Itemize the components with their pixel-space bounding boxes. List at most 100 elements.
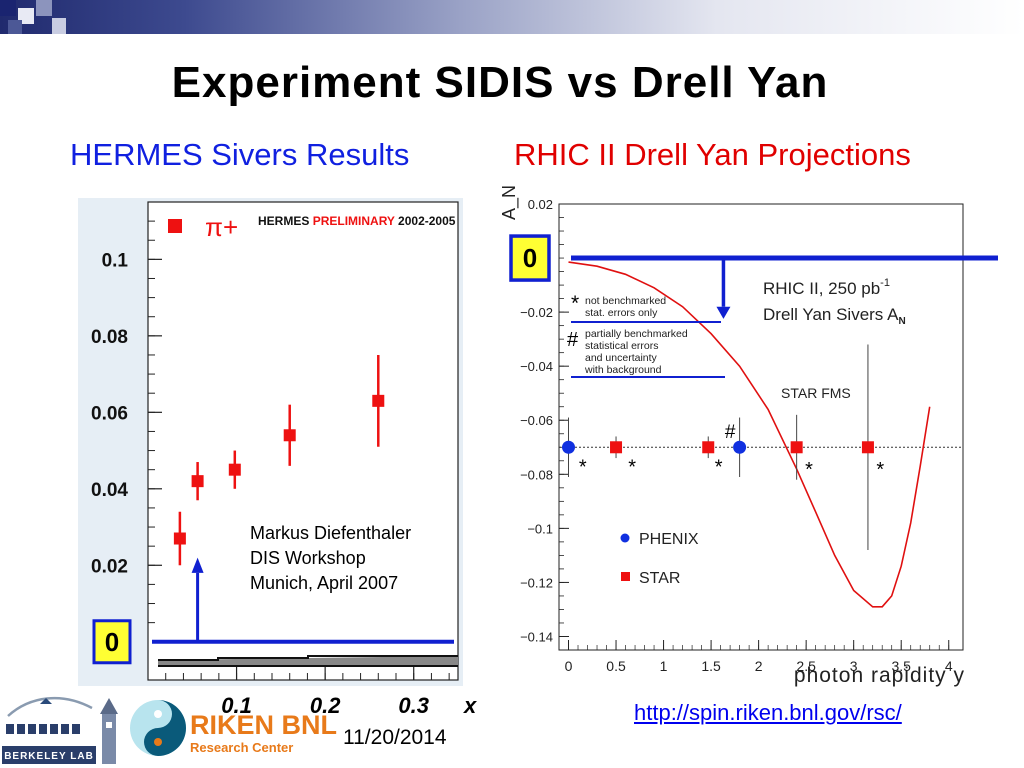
- rhic-heading: RHIC II Drell Yan Projections: [514, 137, 911, 172]
- annotation-line: Munich, April 2007: [250, 573, 398, 593]
- note-line: stat. errors only: [585, 307, 658, 319]
- star-point: [861, 441, 874, 454]
- x-tick-label: 0.3: [398, 693, 429, 718]
- rhic-marks: * * * * *#: [579, 422, 885, 481]
- phenix-point: [733, 440, 747, 454]
- deco-square: [18, 8, 34, 24]
- x-tick-label: 1: [660, 658, 668, 674]
- legend-phenix: PHENIX: [639, 531, 699, 548]
- arrow-head: [716, 306, 731, 319]
- y-tick-label: −0.08: [520, 467, 553, 482]
- hermes-points: [173, 354, 385, 566]
- x-tick-label: 2: [755, 658, 763, 674]
- zero-label: 0: [105, 627, 119, 657]
- berkeley-ticks: [6, 724, 80, 734]
- deco-square: [36, 0, 52, 16]
- rhic-background: [493, 186, 1013, 698]
- y-tick-label: −0.02: [520, 305, 553, 320]
- star-point: [610, 441, 623, 454]
- y-tick-label: 0.04: [91, 480, 128, 501]
- annotation-line: Markus Diefenthaler: [250, 523, 411, 543]
- sivers-curve: [568, 261, 931, 608]
- legend-star: STAR: [639, 570, 680, 587]
- rhic-y-axis: 0.02 −0.02 −0.04 −0.06 −0.08 −0.1 −0.12 −0.14: [520, 197, 569, 644]
- hermes-x-axis: [165, 666, 450, 680]
- rhic-y-axis-title: A_N: [499, 186, 520, 220]
- y-tick-label: 0.08: [91, 327, 128, 348]
- footer-logos: BERKELEY LAB RIKEN BNL Research Center: [2, 696, 337, 764]
- star-point: [790, 441, 803, 454]
- y-tick-label: 0.02: [91, 556, 128, 577]
- header-band: [0, 0, 1024, 34]
- rhic-x-axis: 0 0.5 1 1.5 2 2.5 3 3.5 4: [565, 640, 953, 674]
- note-line: statistical errors: [585, 340, 659, 352]
- y-tick-label: 0.02: [528, 197, 553, 212]
- y-tick-label: −0.12: [520, 575, 553, 590]
- deco-square: [8, 20, 22, 34]
- asterisk-mark: *: [628, 456, 636, 478]
- rhic-label-line2: Drell Yan Sivers AN: [763, 305, 906, 327]
- riken-logo: RIKEN BNL Research Center: [130, 700, 337, 756]
- legend-marker-phenix: [620, 533, 630, 543]
- asterisk-mark: *: [579, 456, 587, 478]
- y-tick-label: −0.1: [527, 521, 553, 536]
- note-line: with background: [584, 364, 662, 376]
- campanile-icon: [100, 698, 118, 764]
- berkeley-arc: [7, 696, 93, 717]
- data-point: [228, 463, 241, 476]
- berkeley-lab-logo: BERKELEY LAB: [2, 696, 96, 764]
- asterisk-mark: *: [805, 459, 813, 481]
- hermes-chart: 0.02 0.04 0.06 0.08 0.1 π+ HERMES PRELIMINAR…: [78, 198, 463, 686]
- x-tick-label: 2.5: [796, 658, 816, 674]
- y-tick-label: −0.14: [520, 629, 553, 644]
- rhic-plot-frame: [558, 203, 964, 651]
- deco-square: [52, 18, 66, 34]
- x-tick-label: 3: [850, 658, 858, 674]
- berkeley-text: BERKELEY LAB: [4, 751, 94, 762]
- legend-pi: π+: [205, 212, 238, 242]
- hermes-heading: HERMES Sivers Results: [70, 137, 410, 172]
- hermes-x-labels: 0.1 0.2 0.3 x: [221, 693, 477, 718]
- phenix-point: [562, 440, 576, 454]
- berkeley-plate: [2, 746, 96, 764]
- data-point: [191, 475, 204, 488]
- slide-title: Experiment SIDIS vs Drell Yan: [171, 58, 829, 107]
- note-line: partially benchmarked: [585, 328, 688, 340]
- legend-marker-pi: [168, 219, 182, 233]
- star-note-mark: *: [571, 292, 579, 315]
- y-tick-label: −0.04: [520, 359, 553, 374]
- y-tick-label: 0.06: [91, 403, 128, 424]
- rhic-label-line1: RHIC II, 250 pb-1: [763, 277, 890, 298]
- x-tick-label: 0.1: [221, 693, 252, 718]
- berkeley-roof: [40, 698, 52, 704]
- x-tick-label: 0: [565, 658, 573, 674]
- legend-marker-star: [621, 572, 630, 581]
- rhic-chart: A_N 0.02 −0.02 −0.04 −0.06 −0.08 −0.1 −0.12 −0.…: [493, 186, 1013, 698]
- hermes-y-axis: 0.02 0.04 0.06 0.08 0.1: [91, 220, 162, 624]
- zero-box: [92, 619, 132, 665]
- hermes-preliminary-label: HERMES PRELIMINARY 2002-2005: [258, 214, 456, 228]
- asterisk-mark: *: [876, 459, 884, 481]
- hermes-systematic-edge: [158, 655, 458, 661]
- hermes-plot-frame: [147, 201, 459, 681]
- y-tick-label: 0.1: [102, 250, 129, 271]
- hash-mark: #: [725, 422, 736, 443]
- hermes-systematic-band: [158, 656, 458, 666]
- rhic-points: [562, 344, 874, 550]
- asterisk-mark: *: [715, 456, 723, 478]
- y-tick-label: −0.06: [520, 413, 553, 428]
- slide-date: 11/20/2014: [343, 726, 447, 749]
- rsc-link[interactable]: http://spin.riken.bnl.gov/rsc/: [634, 700, 902, 725]
- x-tick-label: 0.2: [310, 693, 341, 718]
- hash-note-mark: #: [567, 329, 579, 351]
- data-point: [173, 532, 186, 545]
- riken-sub: Research Center: [190, 740, 293, 755]
- x-tick-label: 0.5: [606, 658, 626, 674]
- zero-box: [509, 234, 551, 282]
- x-tick-label: 3.5: [891, 658, 911, 674]
- x-tick-label: 1.5: [701, 658, 721, 674]
- data-point: [372, 394, 385, 407]
- note-line: and uncertainty: [585, 352, 658, 364]
- note-line: not benchmarked: [585, 295, 666, 307]
- deco-square: [0, 0, 16, 16]
